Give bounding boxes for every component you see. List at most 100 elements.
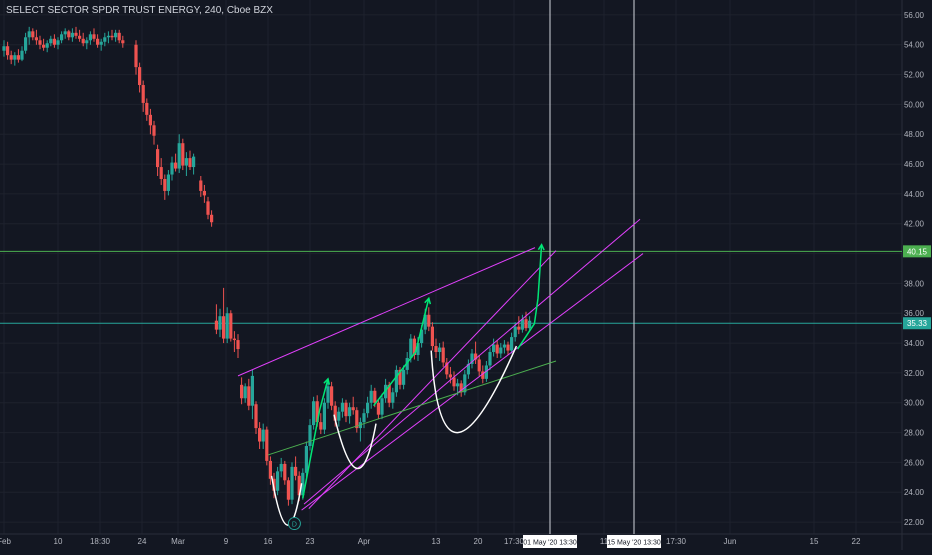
candle-body: [206, 201, 210, 215]
candle-body: [499, 347, 503, 354]
candle-body: [369, 390, 373, 403]
time-axis-badge-label: 15 May '20 13:30: [607, 540, 661, 547]
candle: [6, 41, 10, 60]
candle-body: [391, 392, 395, 403]
candle-body: [63, 31, 67, 35]
candle-body: [152, 125, 156, 136]
candle-body: [199, 180, 203, 191]
candle-body: [420, 329, 424, 344]
candle-body: [60, 34, 64, 41]
candle-body: [81, 38, 85, 44]
x-tick-label: 10: [54, 537, 63, 546]
candle-body: [294, 466, 298, 476]
candle-body: [315, 401, 319, 423]
x-tick-label: 9: [224, 537, 229, 546]
candle-body: [42, 44, 46, 48]
candle-body: [236, 340, 240, 350]
candle-body: [366, 402, 370, 414]
candle: [250, 369, 254, 420]
candle: [92, 28, 96, 42]
candle: [9, 50, 13, 65]
y-tick-label: 46.00: [904, 160, 925, 169]
candle-body: [394, 369, 398, 393]
candle: [192, 153, 196, 175]
price-badge-bg: [903, 245, 931, 258]
y-tick-label: 30.00: [904, 399, 925, 408]
candle: [240, 377, 244, 405]
candle: [517, 316, 521, 335]
candle: [261, 423, 265, 449]
candle-body: [254, 404, 258, 429]
candle: [369, 384, 373, 409]
candle-body: [145, 102, 149, 115]
candle-body: [445, 362, 449, 375]
trendline: [303, 218, 641, 505]
candle: [210, 210, 214, 227]
candle: [340, 398, 344, 418]
candle-body: [229, 313, 233, 339]
y-tick-label: 34.00: [904, 339, 925, 348]
candle: [402, 365, 406, 390]
candle: [42, 38, 46, 51]
price-badge: 40.15: [903, 245, 931, 258]
candle-body: [272, 478, 276, 491]
candle: [13, 52, 17, 66]
candle-body: [506, 344, 510, 351]
candle: [445, 357, 449, 379]
candle: [110, 29, 114, 41]
x-tick-label: 18:30: [90, 537, 111, 546]
candle-body: [159, 167, 163, 179]
candle-body: [106, 35, 110, 38]
candle: [466, 359, 470, 379]
candle: [376, 399, 380, 420]
x-tick-label: 17:30: [666, 537, 687, 546]
candle: [326, 380, 330, 409]
candle: [258, 422, 262, 449]
candle: [477, 355, 481, 376]
candle-body: [304, 445, 308, 473]
candle-body: [70, 32, 74, 38]
candle-body: [348, 407, 352, 417]
candle-body: [20, 50, 24, 60]
candle-body: [170, 162, 174, 175]
candle: [394, 365, 398, 397]
candle: [20, 46, 24, 62]
candle-body: [524, 319, 528, 329]
candle-body: [13, 55, 17, 60]
candle: [236, 334, 240, 358]
candle: [148, 108, 152, 135]
candle-body: [495, 344, 499, 354]
candle: [31, 28, 35, 41]
candle: [434, 338, 438, 358]
candle: [452, 371, 456, 391]
candle-body: [148, 114, 152, 126]
candle-body: [502, 344, 506, 348]
candle-body: [297, 475, 301, 496]
candle-body: [412, 338, 416, 356]
candle-body: [96, 38, 100, 45]
candle-body: [261, 429, 265, 442]
y-tick-label: 22.00: [904, 518, 925, 527]
candle: [430, 322, 434, 351]
candle: [265, 426, 269, 466]
price-badge-label: 35.33: [907, 319, 928, 328]
candle-body: [430, 326, 434, 347]
candle-body: [27, 31, 31, 38]
x-tick-label: 13: [432, 537, 441, 546]
candle-body: [416, 343, 420, 356]
candle: [199, 176, 203, 197]
candle: [398, 366, 402, 390]
candle-body: [202, 190, 206, 196]
candle-body: [117, 32, 121, 41]
candle: [322, 398, 326, 435]
candle: [202, 184, 206, 203]
projection-arrow: [516, 244, 543, 350]
candle: [506, 341, 510, 356]
candle-body: [355, 410, 359, 429]
candle-body: [243, 386, 247, 399]
candle: [355, 407, 359, 433]
candle-body: [74, 32, 78, 36]
candle: [152, 120, 156, 145]
y-tick-label: 38.00: [904, 279, 925, 288]
candle-body: [9, 55, 13, 60]
